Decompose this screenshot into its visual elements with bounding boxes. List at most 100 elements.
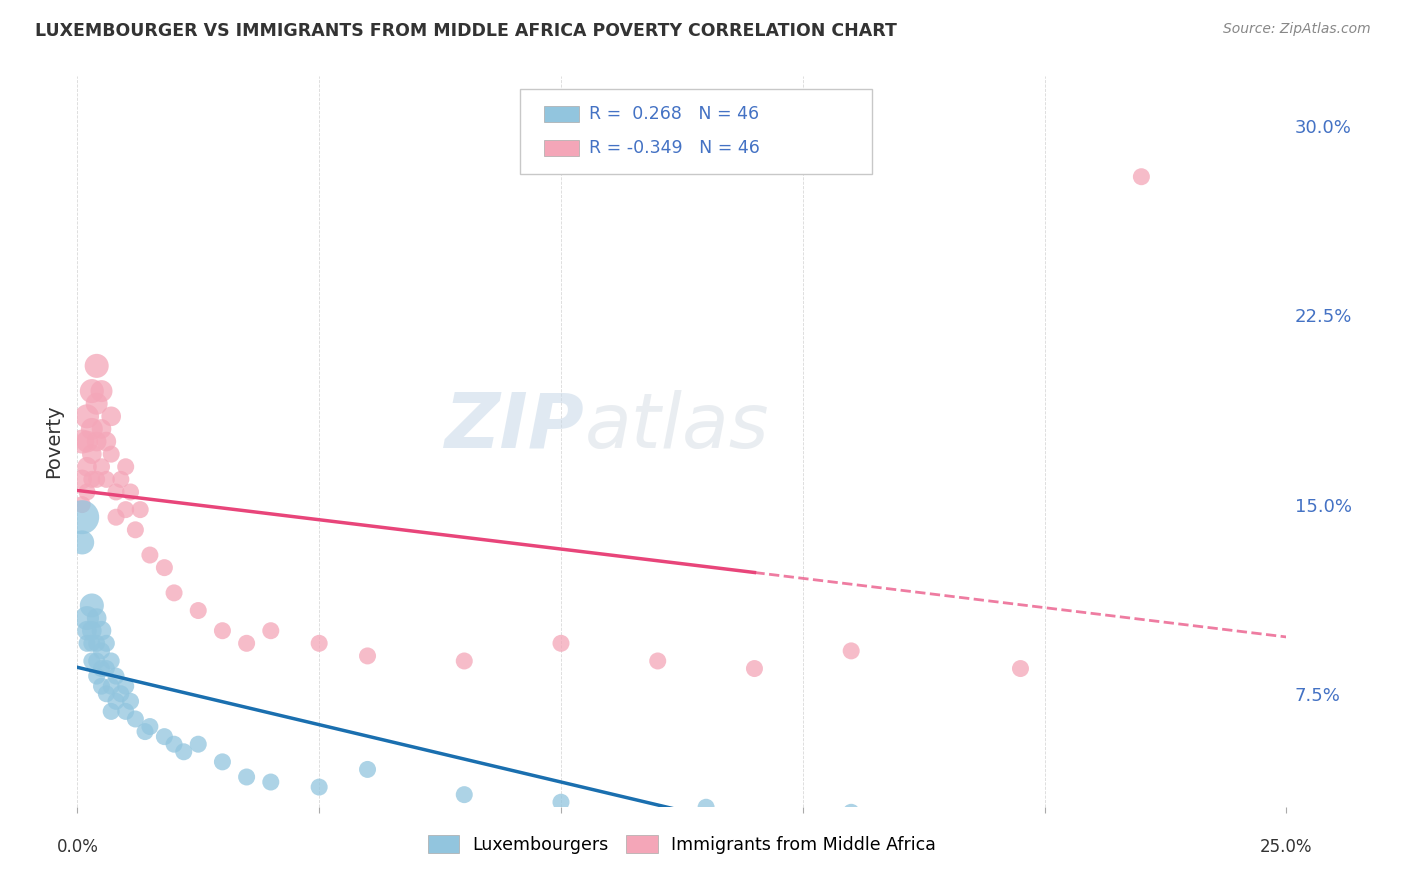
Point bbox=[114, 679, 136, 693]
Point bbox=[105, 694, 128, 708]
Point bbox=[139, 720, 162, 734]
Point bbox=[114, 705, 136, 719]
Point bbox=[114, 502, 136, 516]
Point bbox=[744, 661, 766, 675]
Point bbox=[90, 644, 112, 658]
Point bbox=[80, 472, 103, 486]
Point bbox=[86, 669, 108, 683]
Point bbox=[70, 472, 93, 486]
Point bbox=[110, 687, 132, 701]
Point bbox=[80, 599, 103, 613]
Point bbox=[76, 409, 98, 424]
Point bbox=[86, 359, 108, 373]
Point bbox=[839, 644, 862, 658]
Point bbox=[134, 724, 156, 739]
Point bbox=[76, 636, 98, 650]
Point bbox=[1033, 813, 1056, 827]
Point bbox=[1130, 169, 1153, 184]
Point bbox=[70, 434, 93, 449]
Point bbox=[211, 755, 233, 769]
Point bbox=[90, 624, 112, 638]
Point bbox=[90, 384, 112, 398]
Point bbox=[163, 586, 186, 600]
Point bbox=[86, 472, 108, 486]
Text: atlas: atlas bbox=[585, 390, 769, 464]
Point bbox=[124, 712, 146, 726]
Point bbox=[100, 654, 122, 668]
Point bbox=[153, 730, 176, 744]
Point bbox=[647, 654, 669, 668]
Point bbox=[308, 780, 330, 794]
Point bbox=[839, 805, 862, 820]
Point bbox=[114, 459, 136, 474]
Point bbox=[110, 472, 132, 486]
Point bbox=[100, 409, 122, 424]
Point bbox=[153, 560, 176, 574]
Point bbox=[96, 636, 118, 650]
Point bbox=[96, 687, 118, 701]
Point bbox=[76, 624, 98, 638]
Point bbox=[80, 447, 103, 461]
Point bbox=[90, 661, 112, 675]
Point bbox=[120, 694, 142, 708]
Point bbox=[173, 745, 195, 759]
Point bbox=[139, 548, 162, 562]
Point bbox=[105, 510, 128, 524]
Point bbox=[187, 603, 209, 617]
Point bbox=[356, 648, 378, 663]
Point bbox=[260, 624, 283, 638]
Point bbox=[90, 422, 112, 436]
Point bbox=[86, 434, 108, 449]
Point bbox=[187, 737, 209, 751]
Text: 0.0%: 0.0% bbox=[56, 838, 98, 855]
Point bbox=[80, 384, 103, 398]
Point bbox=[70, 535, 93, 549]
Text: ZIP: ZIP bbox=[446, 390, 585, 464]
Point bbox=[86, 654, 108, 668]
Text: 25.0%: 25.0% bbox=[1260, 838, 1313, 855]
Text: Source: ZipAtlas.com: Source: ZipAtlas.com bbox=[1223, 22, 1371, 37]
Point bbox=[100, 679, 122, 693]
Legend: Luxembourgers, Immigrants from Middle Africa: Luxembourgers, Immigrants from Middle Af… bbox=[420, 828, 943, 861]
Point bbox=[80, 624, 103, 638]
Y-axis label: Poverty: Poverty bbox=[45, 405, 63, 478]
Point bbox=[235, 636, 257, 650]
Point bbox=[96, 472, 118, 486]
Point bbox=[86, 397, 108, 411]
Point bbox=[260, 775, 283, 789]
Point bbox=[76, 434, 98, 449]
Point bbox=[80, 636, 103, 650]
Point bbox=[550, 795, 572, 809]
Point bbox=[96, 434, 118, 449]
Point bbox=[80, 422, 103, 436]
Point bbox=[100, 705, 122, 719]
Point bbox=[70, 510, 93, 524]
Point bbox=[453, 654, 475, 668]
Point bbox=[550, 636, 572, 650]
Point bbox=[76, 485, 98, 500]
Point bbox=[163, 737, 186, 751]
Text: R = -0.349   N = 46: R = -0.349 N = 46 bbox=[589, 139, 761, 157]
Point bbox=[96, 661, 118, 675]
Point bbox=[70, 498, 93, 512]
Point bbox=[90, 459, 112, 474]
Point bbox=[235, 770, 257, 784]
Point bbox=[100, 447, 122, 461]
Point bbox=[453, 788, 475, 802]
Point bbox=[105, 485, 128, 500]
Point bbox=[695, 800, 717, 814]
Point bbox=[86, 611, 108, 625]
Point bbox=[80, 654, 103, 668]
Point bbox=[211, 624, 233, 638]
Point bbox=[120, 485, 142, 500]
Point bbox=[76, 459, 98, 474]
Point bbox=[356, 763, 378, 777]
Point bbox=[129, 502, 152, 516]
Point bbox=[124, 523, 146, 537]
Point bbox=[90, 679, 112, 693]
Point bbox=[76, 611, 98, 625]
Point bbox=[1010, 661, 1032, 675]
Point bbox=[308, 636, 330, 650]
Text: LUXEMBOURGER VS IMMIGRANTS FROM MIDDLE AFRICA POVERTY CORRELATION CHART: LUXEMBOURGER VS IMMIGRANTS FROM MIDDLE A… bbox=[35, 22, 897, 40]
Text: R =  0.268   N = 46: R = 0.268 N = 46 bbox=[589, 105, 759, 123]
